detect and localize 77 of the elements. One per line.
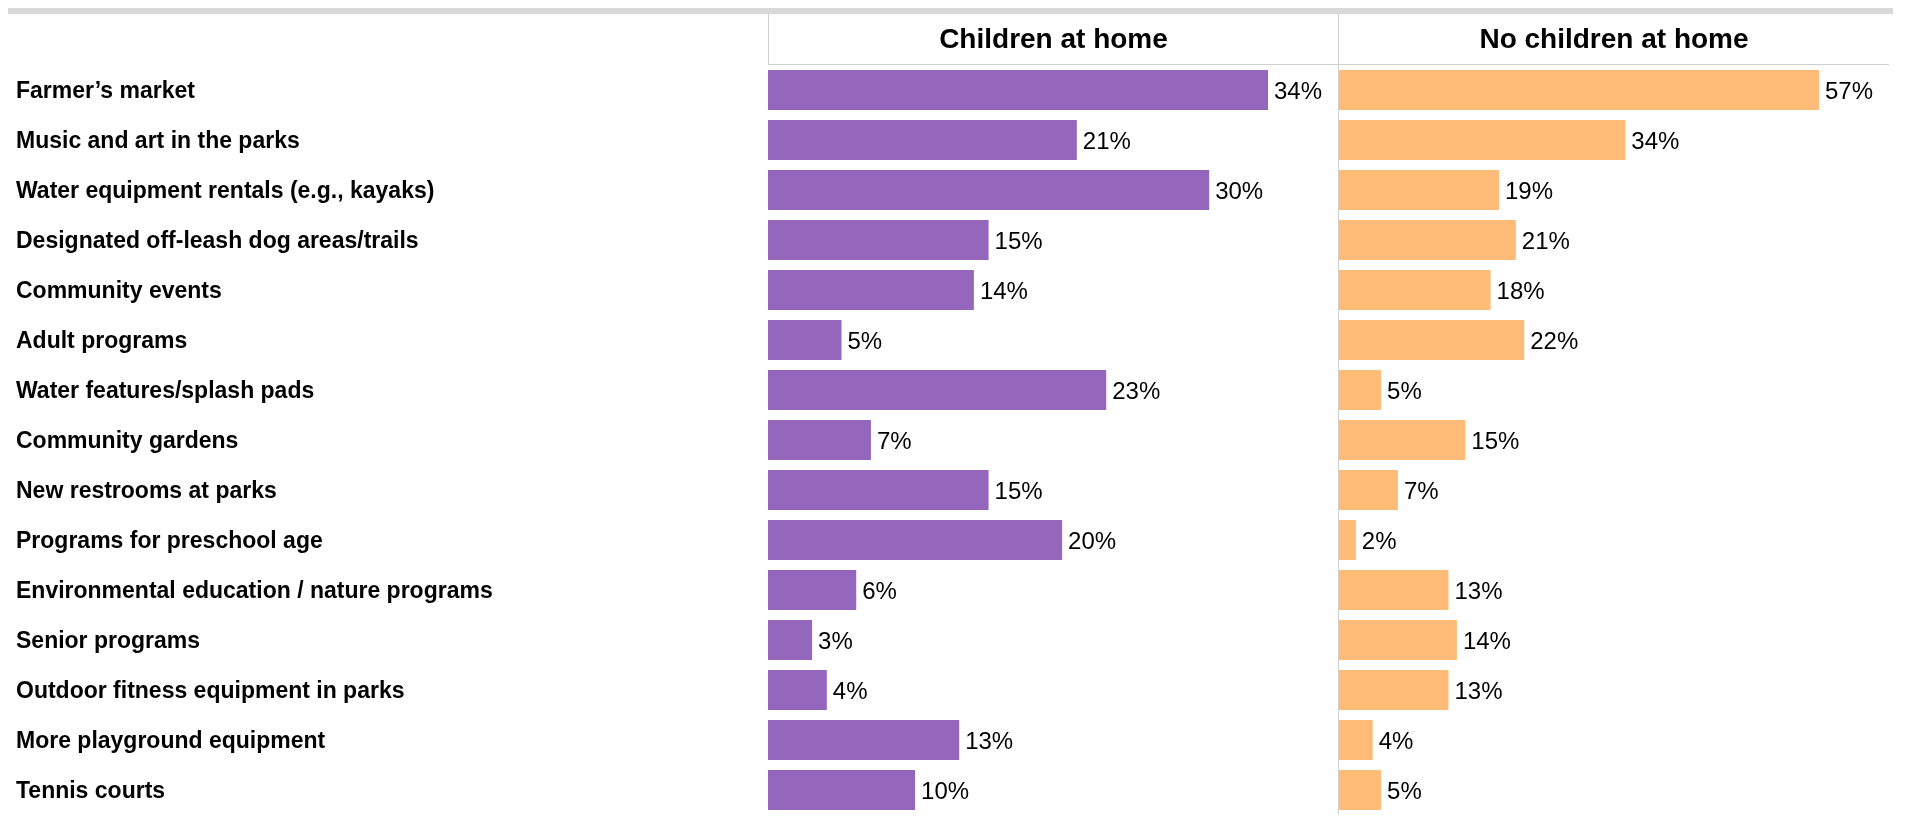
data-label: 5% — [847, 326, 883, 354]
data-label: 4% — [832, 676, 868, 704]
bar — [768, 470, 989, 510]
y-tick-label: Outdoor fitness equipment in parks — [16, 677, 405, 703]
data-label: 7% — [1403, 476, 1439, 504]
data-label: 7% — [876, 426, 912, 454]
bar — [1339, 170, 1499, 210]
bar — [768, 770, 916, 810]
data-label: 13% — [1454, 676, 1503, 704]
data-label: 34% — [1274, 76, 1323, 104]
data-label: 19% — [1505, 176, 1554, 204]
bar — [1339, 70, 1819, 110]
bar — [1339, 220, 1516, 260]
y-tick-label: Tennis courts — [16, 777, 166, 803]
data-label: 14% — [1462, 626, 1511, 654]
y-tick-label: Designated off-leash dog areas/trails — [16, 227, 419, 253]
y-tick-label: More playground equipment — [16, 727, 326, 753]
y-tick-label: Water equipment rentals (e.g., kayaks) — [16, 177, 435, 203]
bar — [768, 720, 960, 760]
data-label: 10% — [921, 776, 970, 804]
bar — [1339, 270, 1491, 310]
bar — [1339, 470, 1398, 510]
bar — [768, 420, 871, 460]
data-label: 6% — [862, 576, 897, 604]
data-label: 15% — [994, 476, 1043, 504]
bar — [1339, 770, 1382, 810]
data-label: 13% — [1454, 576, 1503, 604]
bar — [768, 570, 857, 610]
bar — [768, 620, 813, 660]
bar — [1339, 720, 1373, 760]
data-label: 21% — [1082, 126, 1131, 154]
chart-title: Children at home — [939, 23, 1168, 55]
data-label: 15% — [1471, 426, 1520, 454]
bar — [768, 270, 974, 310]
data-label: 22% — [1530, 326, 1579, 354]
bar — [768, 70, 1268, 110]
bar — [1339, 370, 1382, 410]
bar — [1339, 320, 1525, 360]
data-label: 57% — [1825, 76, 1874, 104]
data-label: 3% — [818, 626, 853, 654]
bar — [768, 320, 842, 360]
bar — [1339, 670, 1449, 710]
data-label: 2% — [1361, 526, 1397, 554]
data-label: 23% — [1112, 376, 1161, 404]
data-label: 5% — [1387, 376, 1422, 404]
data-label: 30% — [1215, 176, 1264, 204]
data-label: 34% — [1631, 126, 1680, 154]
y-tick-label: Community gardens — [16, 427, 239, 453]
y-tick-label: Water features/splash pads — [16, 377, 315, 403]
bar — [1339, 420, 1466, 460]
y-tick-label: Adult programs — [16, 327, 188, 353]
data-label: 4% — [1378, 726, 1414, 754]
chart-title: No children at home — [1479, 23, 1749, 55]
bar — [1339, 570, 1449, 610]
bar — [1339, 620, 1457, 660]
bar — [1339, 120, 1626, 160]
y-tick-label: Farmer’s market — [16, 77, 196, 103]
data-label: 14% — [979, 276, 1028, 304]
data-label: 20% — [1068, 526, 1117, 554]
bar — [1339, 520, 1356, 560]
data-label: 15% — [994, 226, 1043, 254]
bar — [768, 670, 827, 710]
bar — [768, 120, 1077, 160]
data-label: 18% — [1496, 276, 1545, 304]
y-tick-label: Senior programs — [16, 627, 201, 653]
y-tick-label: Music and art in the parks — [16, 127, 300, 153]
bar — [768, 370, 1107, 410]
bar — [768, 220, 989, 260]
y-tick-label: Programs for preschool age — [16, 527, 323, 553]
bar — [768, 520, 1063, 560]
y-tick-label: Environmental education / nature programs — [16, 577, 493, 603]
data-label: 5% — [1387, 776, 1422, 804]
y-tick-label: New restrooms at parks — [16, 477, 277, 503]
y-tick-label: Community events — [16, 277, 222, 303]
data-label: 21% — [1521, 226, 1570, 254]
bar — [768, 170, 1210, 210]
data-label: 13% — [965, 726, 1014, 754]
